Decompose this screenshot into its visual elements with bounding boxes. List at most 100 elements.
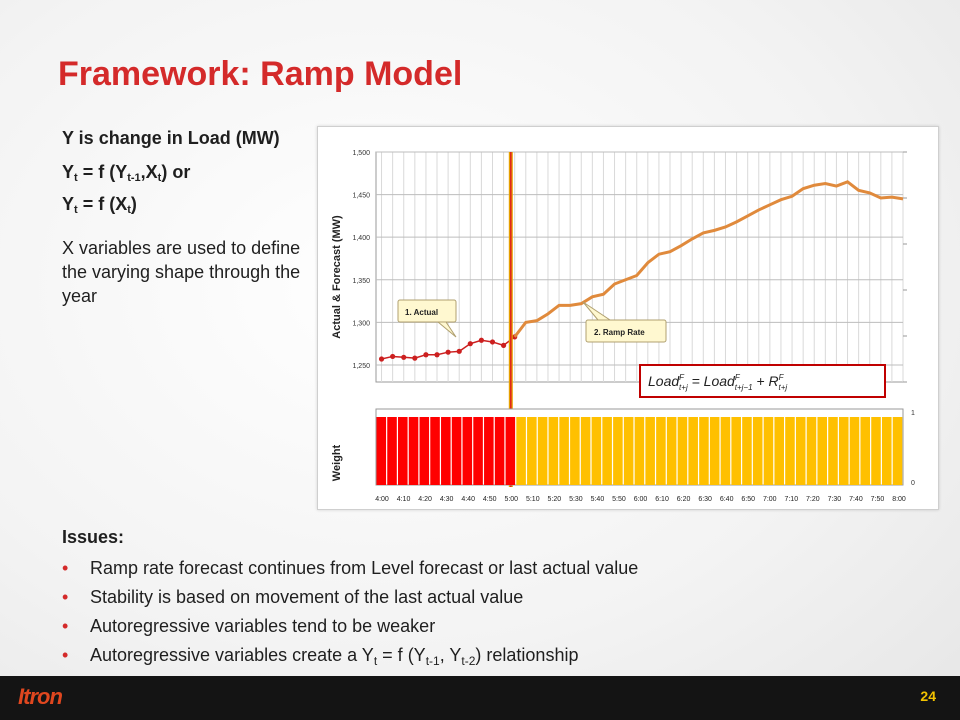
- weight-bar: [699, 417, 709, 485]
- weight-bar: [817, 417, 828, 485]
- x-tick-label: 4:10: [397, 496, 411, 503]
- x-tick-label: 5:20: [548, 496, 562, 503]
- weight-bar: [720, 417, 731, 485]
- actual-point: [423, 352, 429, 358]
- actual-point: [456, 348, 462, 354]
- x-tick-label: 4:50: [483, 496, 497, 503]
- issues-heading: Issues:: [62, 527, 125, 547]
- x-tick-label: 6:00: [634, 496, 648, 503]
- weight-bar: [548, 417, 559, 485]
- weight-bar: [795, 417, 806, 485]
- weight-tick-label: 1: [911, 410, 915, 417]
- ramp-model-chart: 1,250 1,300 1,350 1,400 1,450 1,500 Actual & F…: [317, 126, 939, 510]
- actual-point: [390, 353, 396, 360]
- weight-bar: [376, 417, 387, 485]
- callout-actual-label: 1. Actual: [405, 308, 438, 317]
- weight-bar: [462, 417, 473, 485]
- weight-bar: [709, 417, 720, 485]
- actual-point: [445, 349, 451, 355]
- weight-bar: [677, 417, 688, 485]
- weight-bar: [559, 417, 569, 485]
- weight-bar: [666, 417, 677, 485]
- y-tick-label: 1,250: [352, 363, 370, 370]
- page-number: 24: [920, 688, 936, 704]
- x-tick-label: 4:20: [418, 496, 432, 503]
- actual-point: [467, 341, 473, 347]
- weight-bar: [516, 417, 526, 485]
- weight-bar: [860, 417, 871, 485]
- callout-ramp: [585, 319, 667, 343]
- callout-ramp-pointer: [582, 301, 612, 321]
- weight-bar: [656, 417, 666, 485]
- actual-point: [401, 354, 407, 360]
- weight-bar: [892, 417, 903, 485]
- x-tick-label: 4:00: [375, 496, 389, 503]
- footer-bar: Itron 24: [0, 676, 960, 720]
- slide-title: Framework: Ramp Model: [58, 55, 463, 93]
- weight-bar: [623, 417, 634, 485]
- weight-bar: [774, 417, 784, 485]
- x-tick-label: 6:50: [741, 496, 755, 503]
- x-tick-label: 4:30: [440, 496, 454, 503]
- x-tick-label: 8:00: [892, 496, 906, 503]
- y-tick-label: 1,350: [352, 278, 370, 285]
- weight-bar: [828, 417, 838, 485]
- weight-bar: [398, 417, 408, 485]
- equation-2: Yt = f (Xt): [62, 194, 137, 216]
- x-tick-label: 7:40: [849, 496, 863, 503]
- y-tick-label: 1,450: [352, 193, 370, 200]
- x-tick-label: 7:20: [806, 496, 820, 503]
- itron-logo: Itron: [18, 684, 63, 709]
- issues-list: • Ramp rate forecast continues from Level…: [62, 554, 922, 676]
- x-tick-label: 4:40: [461, 496, 475, 503]
- weight-bar: [763, 417, 774, 485]
- weight-bar: [806, 417, 817, 485]
- x-tick-label: 7:10: [784, 496, 798, 503]
- weight-bar: [484, 417, 494, 485]
- y-tick-label: 1,300: [352, 320, 370, 327]
- weight-bar: [731, 417, 741, 485]
- weight-bar: [537, 417, 548, 485]
- y-definition: Y is change in Load (MW): [62, 128, 280, 148]
- actual-point: [500, 342, 507, 348]
- y-tick-label: 1,500: [352, 150, 370, 157]
- x-tick-label: 5:10: [526, 496, 540, 503]
- issues-section: Issues: • Ramp rate forecast continues fr…: [62, 527, 922, 676]
- weight-bar: [441, 417, 451, 485]
- x-tick-label: 6:40: [720, 496, 734, 503]
- weight-bar: [408, 417, 419, 485]
- actual-point: [434, 352, 440, 358]
- x-tick-label: 5:50: [612, 496, 626, 503]
- weight-bar: [473, 417, 483, 485]
- weight-bar: [602, 417, 612, 485]
- weight-bar: [591, 417, 602, 485]
- left-text-block: Y is change in Load (MW) Yt = f (Yt-1,Xt…: [62, 126, 302, 318]
- equation-1: Yt = f (Yt-1,Xt) or: [62, 162, 191, 184]
- chart-svg: 1,250 1,300 1,350 1,400 1,450 1,500 Actual & F…: [331, 150, 915, 503]
- actual-point: [378, 356, 385, 362]
- weight-bar: [580, 417, 591, 485]
- weight-bar: [752, 417, 763, 485]
- x-variables-text: X variables are used to define the varyi…: [62, 238, 301, 306]
- weight-bar: [645, 417, 655, 485]
- bullet-icon: •: [62, 587, 69, 607]
- weight-bar: [570, 417, 580, 485]
- y-tick-label: 1,400: [352, 235, 370, 242]
- callout-ramp-label: 2. Ramp Rate: [594, 328, 645, 337]
- x-tick-label: 7:00: [763, 496, 777, 503]
- x-tick-label: 5:30: [569, 496, 583, 503]
- issue-item: • Ramp rate forecast continues from Level…: [62, 554, 922, 583]
- x-tick-label: 7:30: [828, 496, 842, 503]
- weight-tick-label: 0: [911, 480, 915, 487]
- weight-bar: [634, 417, 645, 485]
- weight-bar: [494, 417, 505, 485]
- formula-box: [639, 364, 886, 398]
- weight-bar: [871, 417, 881, 485]
- callout-actual: [397, 299, 457, 323]
- issue-item: • Autoregressive variables tend to be wea…: [62, 612, 922, 641]
- actual-point: [489, 339, 496, 345]
- bullet-icon: •: [62, 616, 69, 636]
- weight-bar: [881, 417, 892, 485]
- plot-area: [375, 151, 904, 383]
- formula-text: LoadF t+j = LoadF t+j−1 + RF t+j: [648, 373, 787, 392]
